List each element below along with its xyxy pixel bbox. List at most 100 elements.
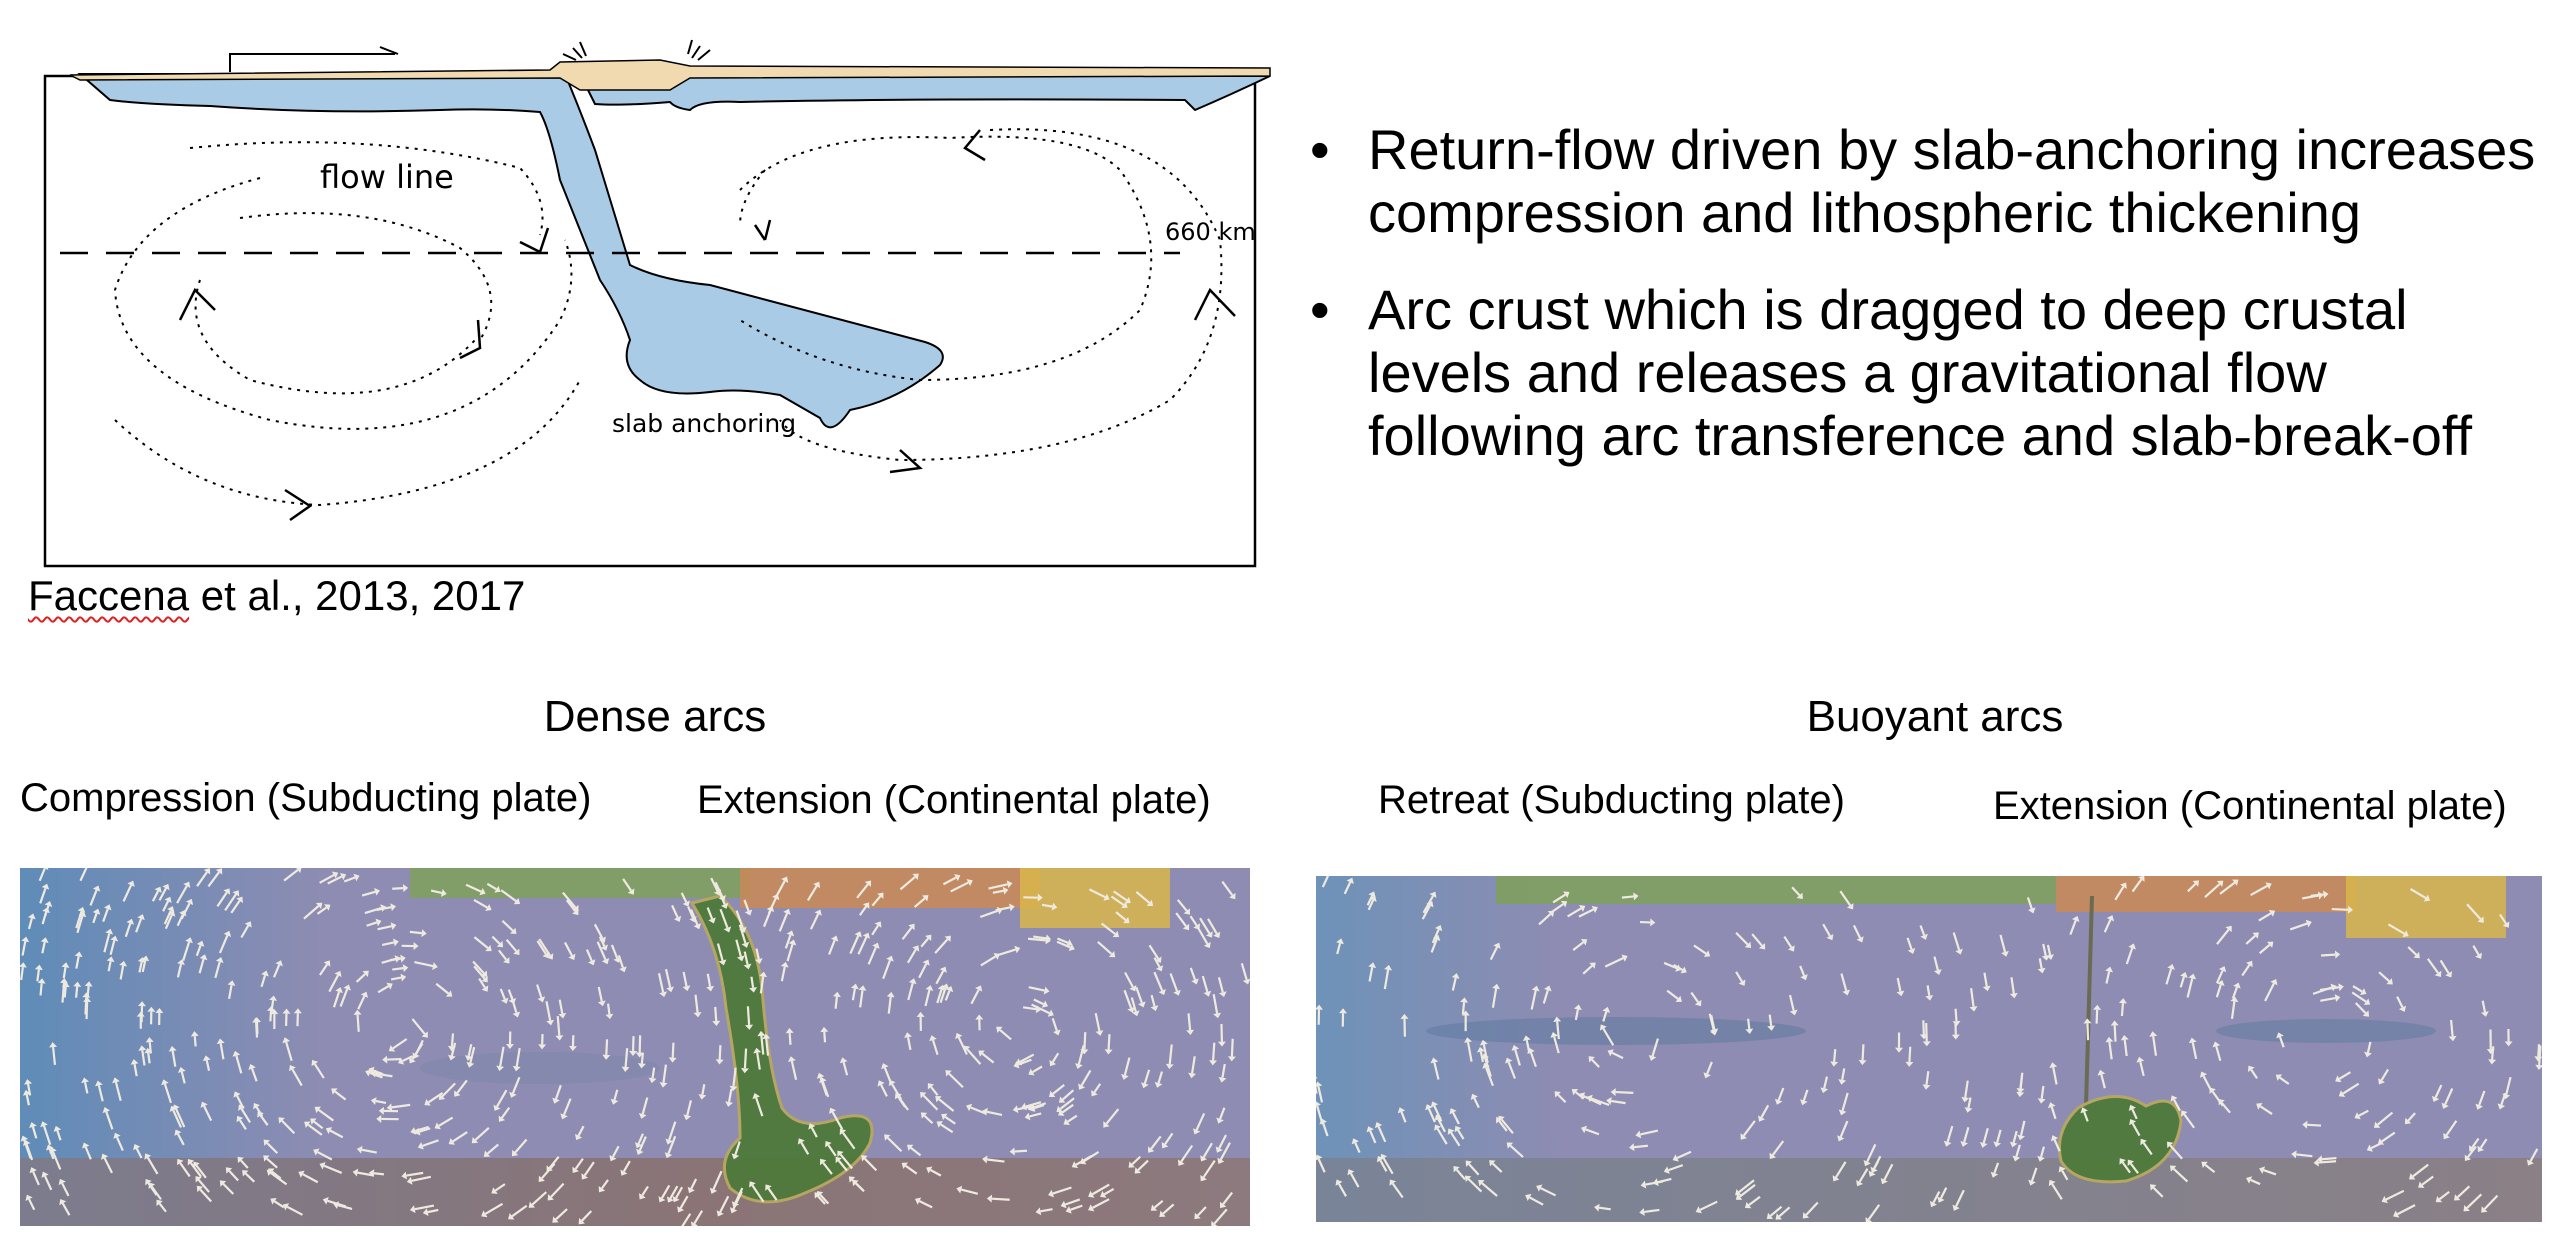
velocity-arrow	[849, 935, 860, 955]
velocity-arrow	[734, 1141, 741, 1156]
velocity-arrow	[361, 890, 376, 897]
velocity-arrowhead	[1789, 1009, 1798, 1016]
velocity-arrow	[1168, 1044, 1173, 1065]
velocity-arrow	[1207, 918, 1218, 935]
velocity-arrowhead	[682, 985, 691, 992]
velocity-arrow	[1610, 1099, 1626, 1105]
velocity-arrowhead	[1161, 1141, 1169, 1149]
velocity-arrowhead	[174, 1129, 182, 1136]
velocity-arrowhead	[712, 1020, 721, 1026]
velocity-arrowhead	[417, 1142, 424, 1150]
velocity-arrow	[1437, 1118, 1446, 1133]
velocity-arrow	[719, 1195, 730, 1213]
velocity-arrow	[179, 1162, 191, 1178]
velocity-arrow	[2010, 977, 2015, 994]
velocity-arrowhead	[1610, 1088, 1616, 1097]
velocity-arrowhead	[49, 1147, 57, 1154]
velocity-arrowhead	[200, 1101, 208, 1108]
velocity-arrow	[20, 967, 24, 981]
velocity-arrow	[1157, 1071, 1164, 1084]
velocity-arrowhead	[177, 959, 185, 966]
velocity-arrow	[2407, 1112, 2416, 1122]
velocity-arrow	[1321, 876, 1330, 888]
velocity-arrowhead	[683, 1114, 692, 1121]
velocity-arrow	[981, 1052, 995, 1064]
velocity-arrowhead	[1453, 1166, 1460, 1173]
velocity-arrowhead	[1482, 1062, 1490, 1069]
velocity-arrow	[1150, 1135, 1162, 1150]
velocity-arrow	[957, 1036, 968, 1055]
label-slab-anchoring: slab anchoring	[612, 409, 796, 438]
velocity-arrowhead	[2232, 879, 2239, 886]
velocity-arrow	[1841, 1092, 1849, 1111]
velocity-arrow	[1908, 1046, 1912, 1062]
velocity-arrow	[1032, 1102, 1047, 1109]
velocity-arrowhead	[954, 874, 961, 882]
flow-arrowheads	[178, 129, 1236, 522]
velocity-arrow	[2481, 1000, 2486, 1013]
velocity-arrow	[1468, 1163, 1480, 1176]
velocity-arrow	[430, 889, 443, 894]
velocity-arrowhead	[1389, 1179, 1397, 1186]
velocity-arrow	[1059, 1097, 1075, 1110]
velocity-arrow	[1123, 1057, 1131, 1076]
velocity-arrow	[2131, 1122, 2141, 1137]
velocity-arrow	[1788, 994, 1795, 1011]
velocity-arrow	[565, 899, 577, 912]
velocity-arrow	[2258, 944, 2271, 955]
velocity-arrow	[1735, 971, 1743, 983]
velocity-arrow	[1336, 942, 1342, 955]
velocity-arrowhead	[1578, 905, 1586, 912]
velocity-arrow	[1202, 1160, 1216, 1178]
velocity-arrowhead	[881, 1063, 889, 1070]
velocity-arrow	[1153, 971, 1164, 991]
velocity-arrowhead	[1150, 1005, 1159, 1012]
velocity-arrow	[511, 1204, 528, 1218]
velocity-arrow	[664, 968, 672, 988]
velocity-arrowhead	[113, 1132, 121, 1139]
velocity-arrowhead	[538, 1175, 545, 1182]
velocity-arrowhead	[788, 939, 797, 946]
velocity-arrowhead	[248, 1063, 256, 1071]
velocity-arrowhead	[494, 885, 501, 893]
velocity-arrowhead	[886, 955, 894, 962]
velocity-arrow	[1105, 1108, 1120, 1125]
velocity-arrowhead	[1088, 1204, 1095, 1212]
velocity-arrow	[662, 1064, 668, 1083]
velocity-arrow	[1143, 1069, 1151, 1084]
velocity-arrowhead	[835, 1156, 842, 1164]
velocity-arrowhead	[2526, 1159, 2534, 1166]
velocity-arrow	[2105, 971, 2111, 984]
velocity-arrowhead	[505, 1043, 514, 1050]
velocity-arrow	[727, 1088, 733, 1103]
velocity-arrowhead	[126, 918, 135, 925]
velocity-arrowhead	[1027, 1104, 1034, 1112]
buoyant-arcs-model-panel	[1316, 876, 2542, 1222]
velocity-arrow	[930, 1169, 942, 1177]
velocity-arrow	[1739, 1183, 1756, 1198]
velocity-arrow	[1708, 1013, 1715, 1031]
velocity-arrowhead	[41, 1171, 49, 1178]
velocity-arrowhead	[2083, 1018, 2092, 1024]
velocity-arrowhead	[816, 1072, 825, 1079]
velocity-arrow	[2019, 1072, 2024, 1093]
lithosphere-left	[77, 73, 944, 429]
velocity-arrowhead	[59, 1198, 67, 1206]
velocity-arrow	[1485, 1067, 1494, 1087]
velocity-arrow	[719, 908, 729, 929]
velocity-arrowhead	[1112, 930, 1120, 938]
velocity-arrowhead	[1351, 1138, 1359, 1145]
velocity-arrow	[23, 1139, 32, 1159]
velocity-arrowhead	[1129, 985, 1137, 992]
velocity-arrowhead	[1186, 1029, 1195, 1036]
velocity-arrow	[235, 1055, 243, 1074]
velocity-arrowhead	[1368, 891, 1376, 898]
velocity-arrowhead	[21, 936, 30, 943]
velocity-arrow	[1507, 1061, 1516, 1079]
plate-motion-arrow	[229, 53, 395, 72]
velocity-arrowhead	[498, 1115, 506, 1122]
velocity-arrow	[554, 1084, 562, 1100]
velocity-arrowhead	[1063, 1118, 1070, 1126]
velocity-arrow	[640, 1052, 645, 1064]
velocity-arrow	[1742, 1120, 1756, 1137]
